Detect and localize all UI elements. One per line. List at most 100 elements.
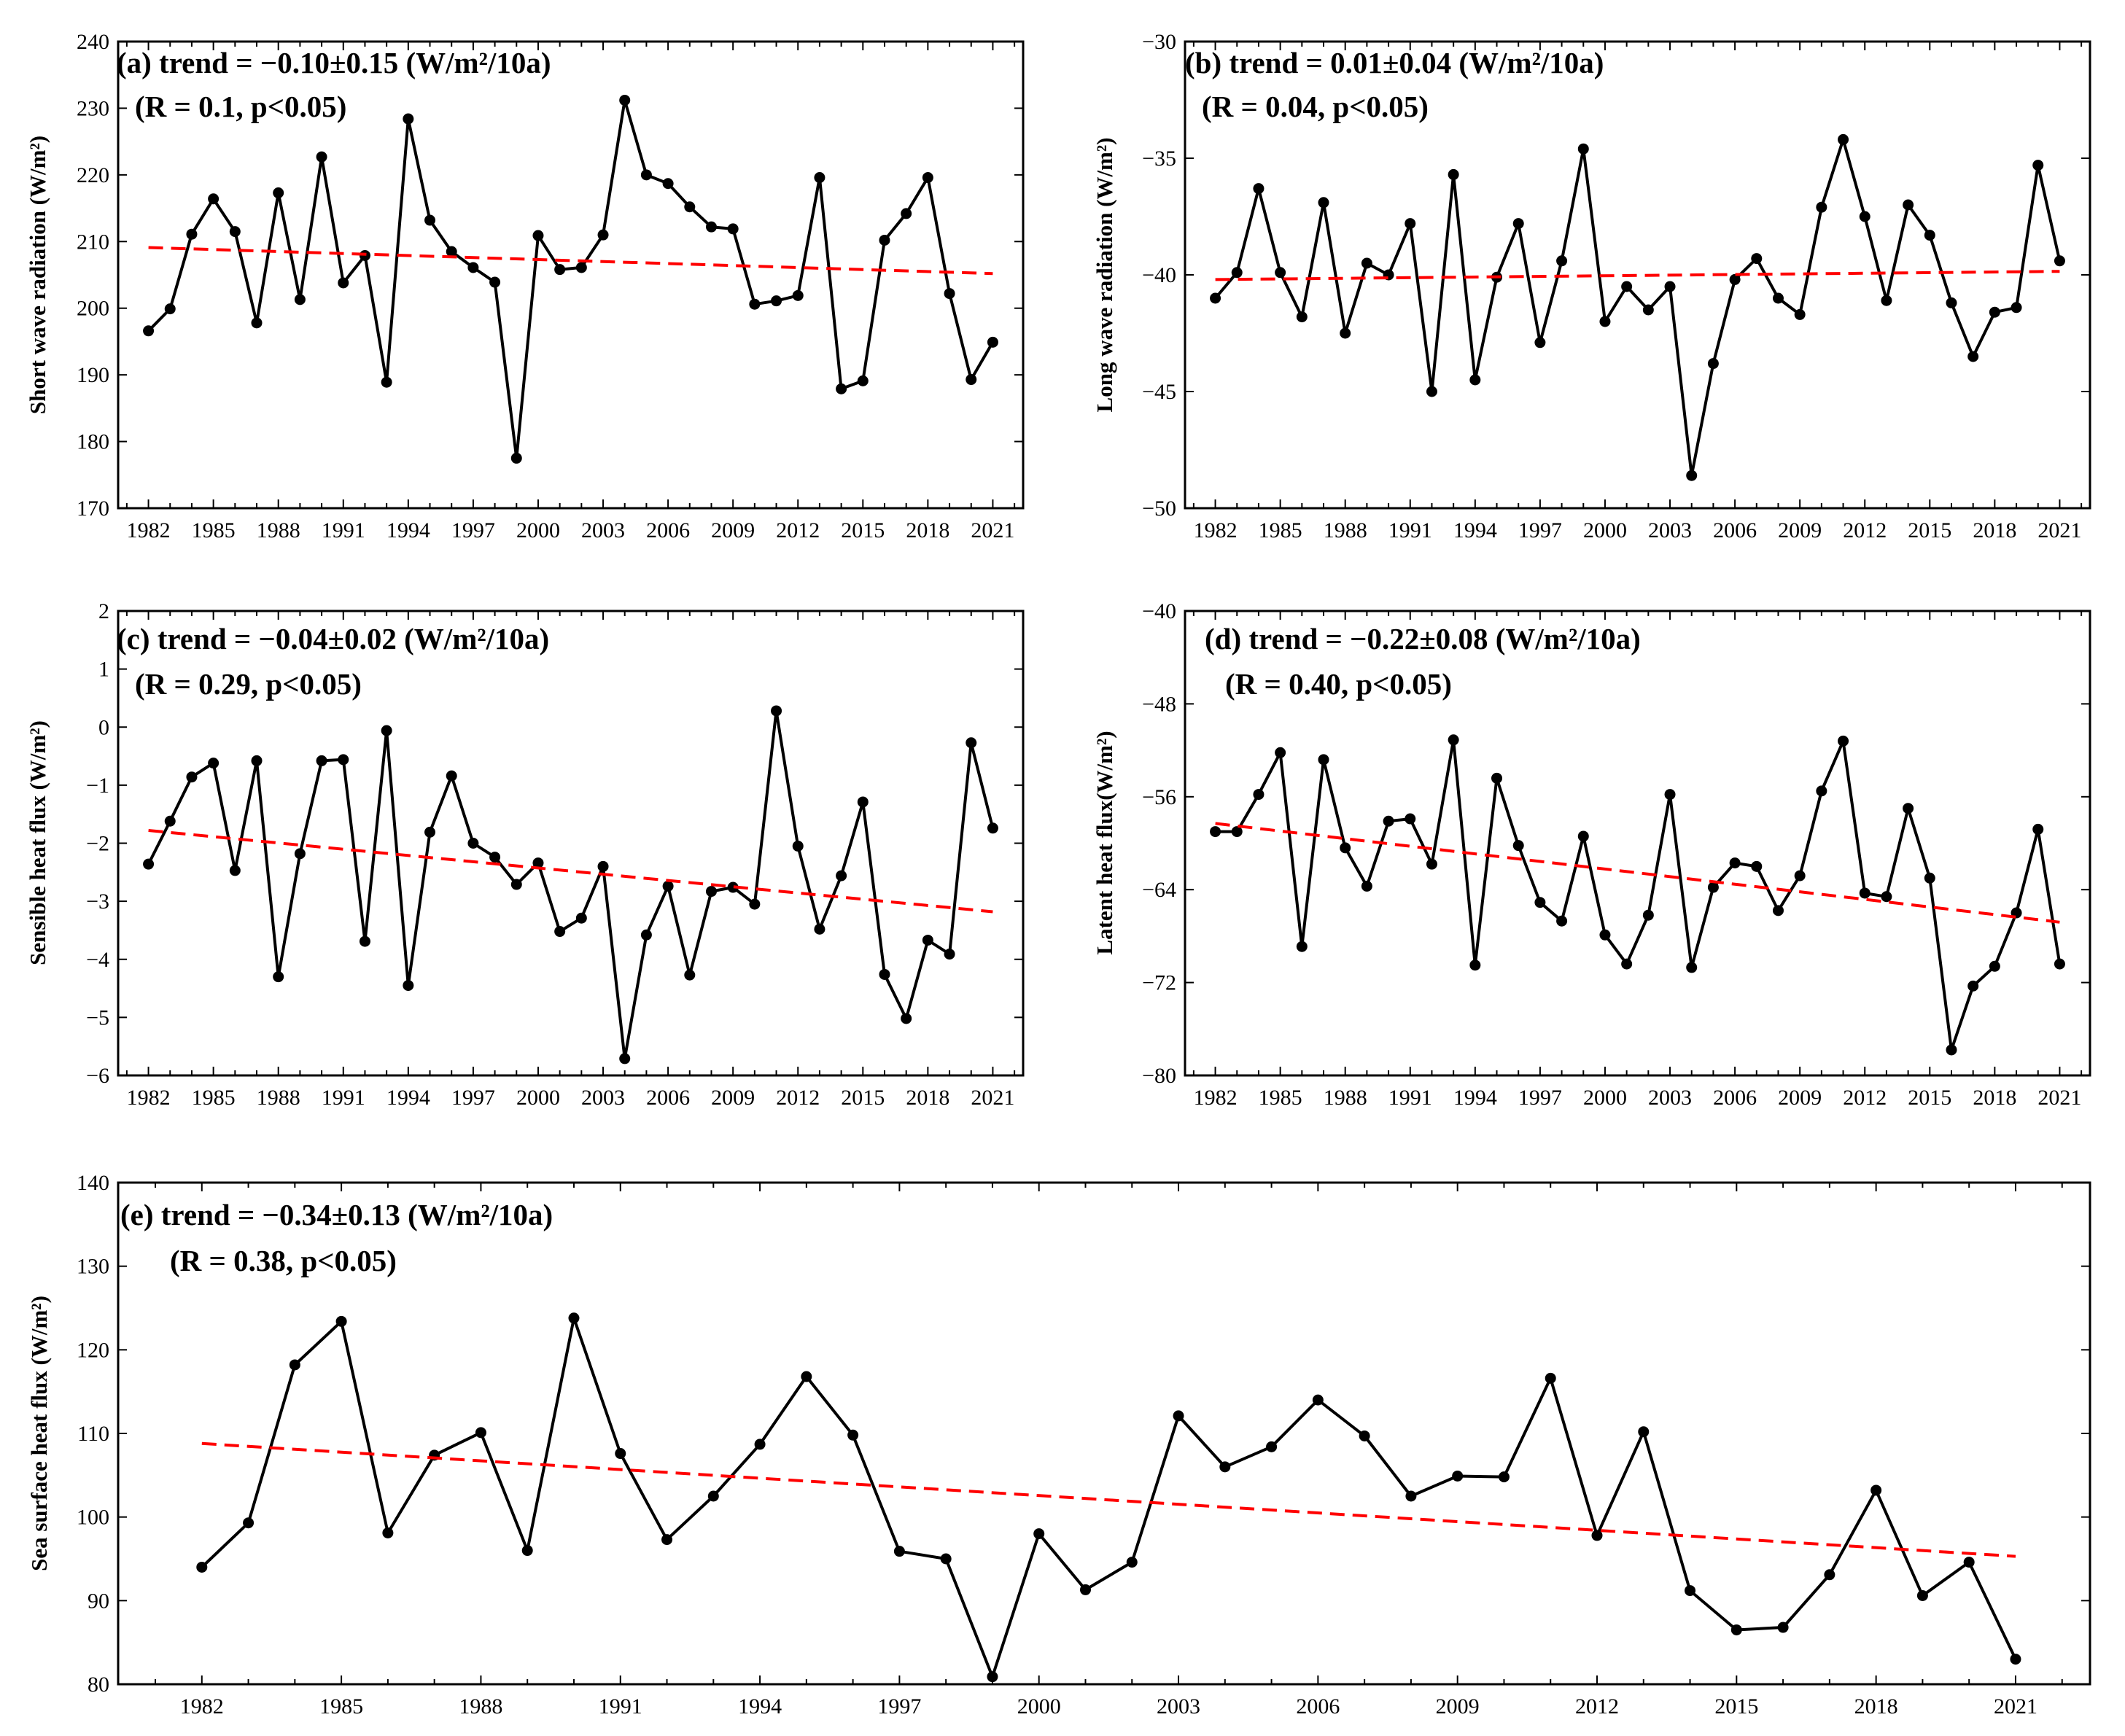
- panel-b-data-point: [1210, 292, 1221, 304]
- panel-c-xtick-label: 2018: [906, 1086, 949, 1110]
- panel-d-data-point: [1448, 734, 1459, 746]
- panel-d-xtick-label: 2003: [1648, 1086, 1692, 1110]
- panel-b-xtick-label: 1982: [1194, 518, 1238, 542]
- panel-c-data-point: [727, 881, 739, 893]
- panel-a-data-point: [251, 317, 263, 329]
- panel-c-data-point: [251, 755, 263, 766]
- panel-e-xtick-label: 1994: [738, 1694, 782, 1719]
- panel-b-data-point: [1599, 316, 1611, 327]
- panel-a-data-point: [164, 303, 176, 315]
- panel-c-ytick-label: −4: [86, 948, 109, 972]
- panel-d-data-point: [1794, 870, 1806, 881]
- panel-a-data-point: [619, 94, 631, 106]
- panel-b-data-point: [1253, 183, 1264, 195]
- panel-d-r-annotation: (R = 0.40, p<0.05): [1225, 667, 1452, 701]
- panel-b-xtick-label: 1997: [1518, 518, 1562, 542]
- panel-e-data-point: [1219, 1461, 1231, 1473]
- panel-e-data-point: [1916, 1589, 1928, 1601]
- panel-a-data-point: [316, 151, 327, 163]
- panel-d-ytick-label: −48: [1142, 692, 1176, 716]
- panel-b-data-point: [1361, 257, 1372, 269]
- panel-d-data-point: [1210, 826, 1221, 838]
- panel-c-ytick-label: −2: [86, 832, 109, 856]
- panel-a-data-point: [901, 208, 912, 219]
- panel-b-data-point: [1664, 281, 1676, 292]
- panel-e-ytick-label: 80: [88, 1673, 109, 1697]
- panel-b-data-point: [1989, 306, 2000, 318]
- panel-e-ytick-label: 120: [77, 1338, 109, 1362]
- panel-e-data-point: [893, 1546, 905, 1557]
- panel-a-data-point: [684, 201, 696, 213]
- panel-a-data-point: [403, 113, 414, 125]
- panel-c-data-point: [273, 971, 284, 983]
- panel-b-data-point: [1838, 133, 1849, 145]
- panel-c-data-point: [381, 725, 392, 736]
- panel-b-data-point: [1577, 143, 1589, 155]
- panel-c-data-point: [922, 934, 933, 946]
- panel-b-data-point: [2032, 160, 2044, 171]
- panel-d-trend-annotation: (d) trend = −0.22±0.08 (W/m²/10a): [1205, 622, 1641, 655]
- panel-c-data-point: [403, 980, 414, 992]
- panel-d-data-point: [1296, 941, 1308, 952]
- panel-c-xtick-label: 2015: [841, 1086, 885, 1110]
- panel-a-data-point: [857, 375, 869, 386]
- panel-c-ytick-label: −6: [86, 1064, 109, 1088]
- panel-a-ytick-label: 210: [77, 230, 109, 254]
- panel-c-xtick-label: 1988: [257, 1086, 300, 1110]
- panel-d-data-point: [1751, 860, 1763, 872]
- panel-c-xtick-label: 2006: [646, 1086, 690, 1110]
- panel-e-data-point: [1033, 1528, 1045, 1540]
- panel-a-data-point: [922, 172, 933, 184]
- panel-d-data-point: [1686, 962, 1698, 973]
- panel-b-data-point: [1405, 218, 1416, 230]
- panel-d-data-point: [1426, 858, 1437, 870]
- panel-a-data-point: [467, 262, 479, 273]
- panel-a-xtick-label: 2000: [516, 518, 560, 542]
- panel-e-data-point: [615, 1448, 626, 1460]
- panel-e-data-point: [1266, 1441, 1278, 1452]
- panel-d-axes-frame: [1184, 610, 2091, 1077]
- panel-c-sensible-heat-flux: −6 −5 −4 −3 −2 −1 0 1 2 1982 1985 1988 1991 1994 1997 2…: [25, 599, 1025, 1110]
- panel-b-data-point: [1512, 218, 1524, 230]
- panel-e-data-point: [196, 1561, 208, 1573]
- panel-d-data-point: [1556, 915, 1568, 927]
- panel-c-data-point: [749, 898, 761, 910]
- panel-d-data-point: [1534, 897, 1546, 908]
- panel-c-data-point: [164, 815, 176, 827]
- panel-e-xtick-label: 1988: [459, 1694, 502, 1719]
- panel-b-xtick-label: 1991: [1388, 518, 1432, 542]
- panel-e-xtick-label: 1991: [599, 1694, 642, 1719]
- panel-c-ytick-label: −3: [86, 890, 109, 914]
- panel-e-xtick-label: 1997: [877, 1694, 921, 1719]
- panel-d-data-point: [1405, 813, 1416, 825]
- panel-e-data-point: [1824, 1569, 1835, 1581]
- panel-d-data-point: [1772, 905, 1784, 916]
- panel-a-data-point: [987, 336, 998, 348]
- panel-e-ytick-label: 140: [77, 1171, 109, 1195]
- panel-a-ytick-label: 200: [77, 297, 109, 321]
- panel-d-data-point: [1946, 1044, 1957, 1056]
- panel-a-data-point: [814, 172, 825, 184]
- panel-e-data-point: [754, 1439, 766, 1450]
- panel-a-data-point: [208, 193, 220, 205]
- panel-d-data-point: [1253, 789, 1264, 801]
- panel-e-data-point: [1405, 1490, 1417, 1502]
- panel-b-data-point: [1859, 211, 1870, 222]
- panel-c-xtick-label: 2012: [776, 1086, 820, 1110]
- panel-e-data-point: [1685, 1585, 1696, 1597]
- panel-c-data-point: [771, 705, 782, 717]
- panel-b-xtick-label: 1994: [1453, 518, 1497, 542]
- panel-e-trend-line: [201, 1441, 2016, 1558]
- panel-a-series-line: [147, 98, 995, 460]
- panel-c-data-point: [879, 968, 890, 980]
- panel-a-data-point: [662, 178, 674, 190]
- panel-b-data-point: [1967, 351, 1979, 362]
- panel-b-trend-annotation: (b) trend = 0.01±0.04 (W/m²/10a): [1185, 46, 1604, 79]
- panel-a-xtick-label: 2006: [646, 518, 690, 542]
- panel-e-data-point: [707, 1490, 719, 1502]
- panel-c-xtick-label: 2021: [971, 1086, 1014, 1110]
- panel-e-r-annotation: (R = 0.38, p<0.05): [170, 1244, 397, 1277]
- panel-d-xtick-label: 2009: [1778, 1086, 1822, 1110]
- panel-b-data-point: [1751, 253, 1763, 265]
- panel-a-ytick-label: 230: [77, 96, 109, 120]
